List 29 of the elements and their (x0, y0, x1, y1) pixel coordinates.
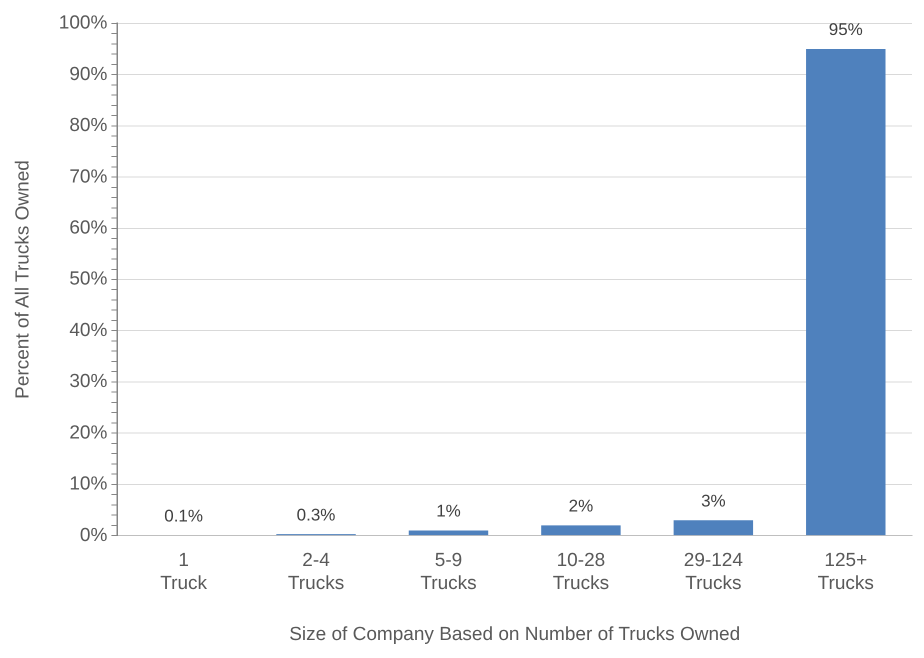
x-axis-title: Size of Company Based on Number of Trucks Owned (289, 624, 740, 645)
y-tick-label: 60% (69, 218, 108, 239)
y-tick-label: 30% (69, 371, 108, 392)
data-label: 3% (701, 491, 726, 510)
x-tick-label: 10-28 Trucks (552, 550, 610, 594)
x-tick-label: 29-124 Trucks (684, 550, 744, 594)
y-tick-label: 80% (69, 115, 108, 136)
bar (541, 525, 621, 536)
bar (674, 520, 754, 536)
x-tick-label: 5-9 Trucks (420, 550, 477, 594)
y-tick-label: 100% (58, 12, 108, 34)
x-tick-label: 1 Truck (160, 550, 208, 594)
y-tick-label: 90% (69, 64, 108, 85)
data-label: 2% (568, 496, 594, 516)
y-tick-label: 10% (69, 474, 108, 495)
y-tick-label: 0% (80, 524, 108, 546)
y-tick-label: 50% (69, 268, 108, 290)
data-label: 0.1% (164, 506, 203, 526)
x-tick-label: 2-4 Trucks (288, 550, 344, 594)
bar (806, 49, 886, 536)
x-tick-label: 125+ Trucks (818, 550, 874, 594)
data-label: 0.3% (296, 505, 336, 524)
data-label: 95% (828, 20, 863, 40)
y-tick-label: 70% (69, 166, 108, 188)
y-axis-title: Percent of All Trucks Owned (12, 160, 34, 399)
bar (408, 530, 488, 536)
data-label: 1% (436, 502, 461, 521)
y-tick-label: 40% (69, 320, 108, 341)
y-tick-label: 20% (69, 422, 108, 444)
